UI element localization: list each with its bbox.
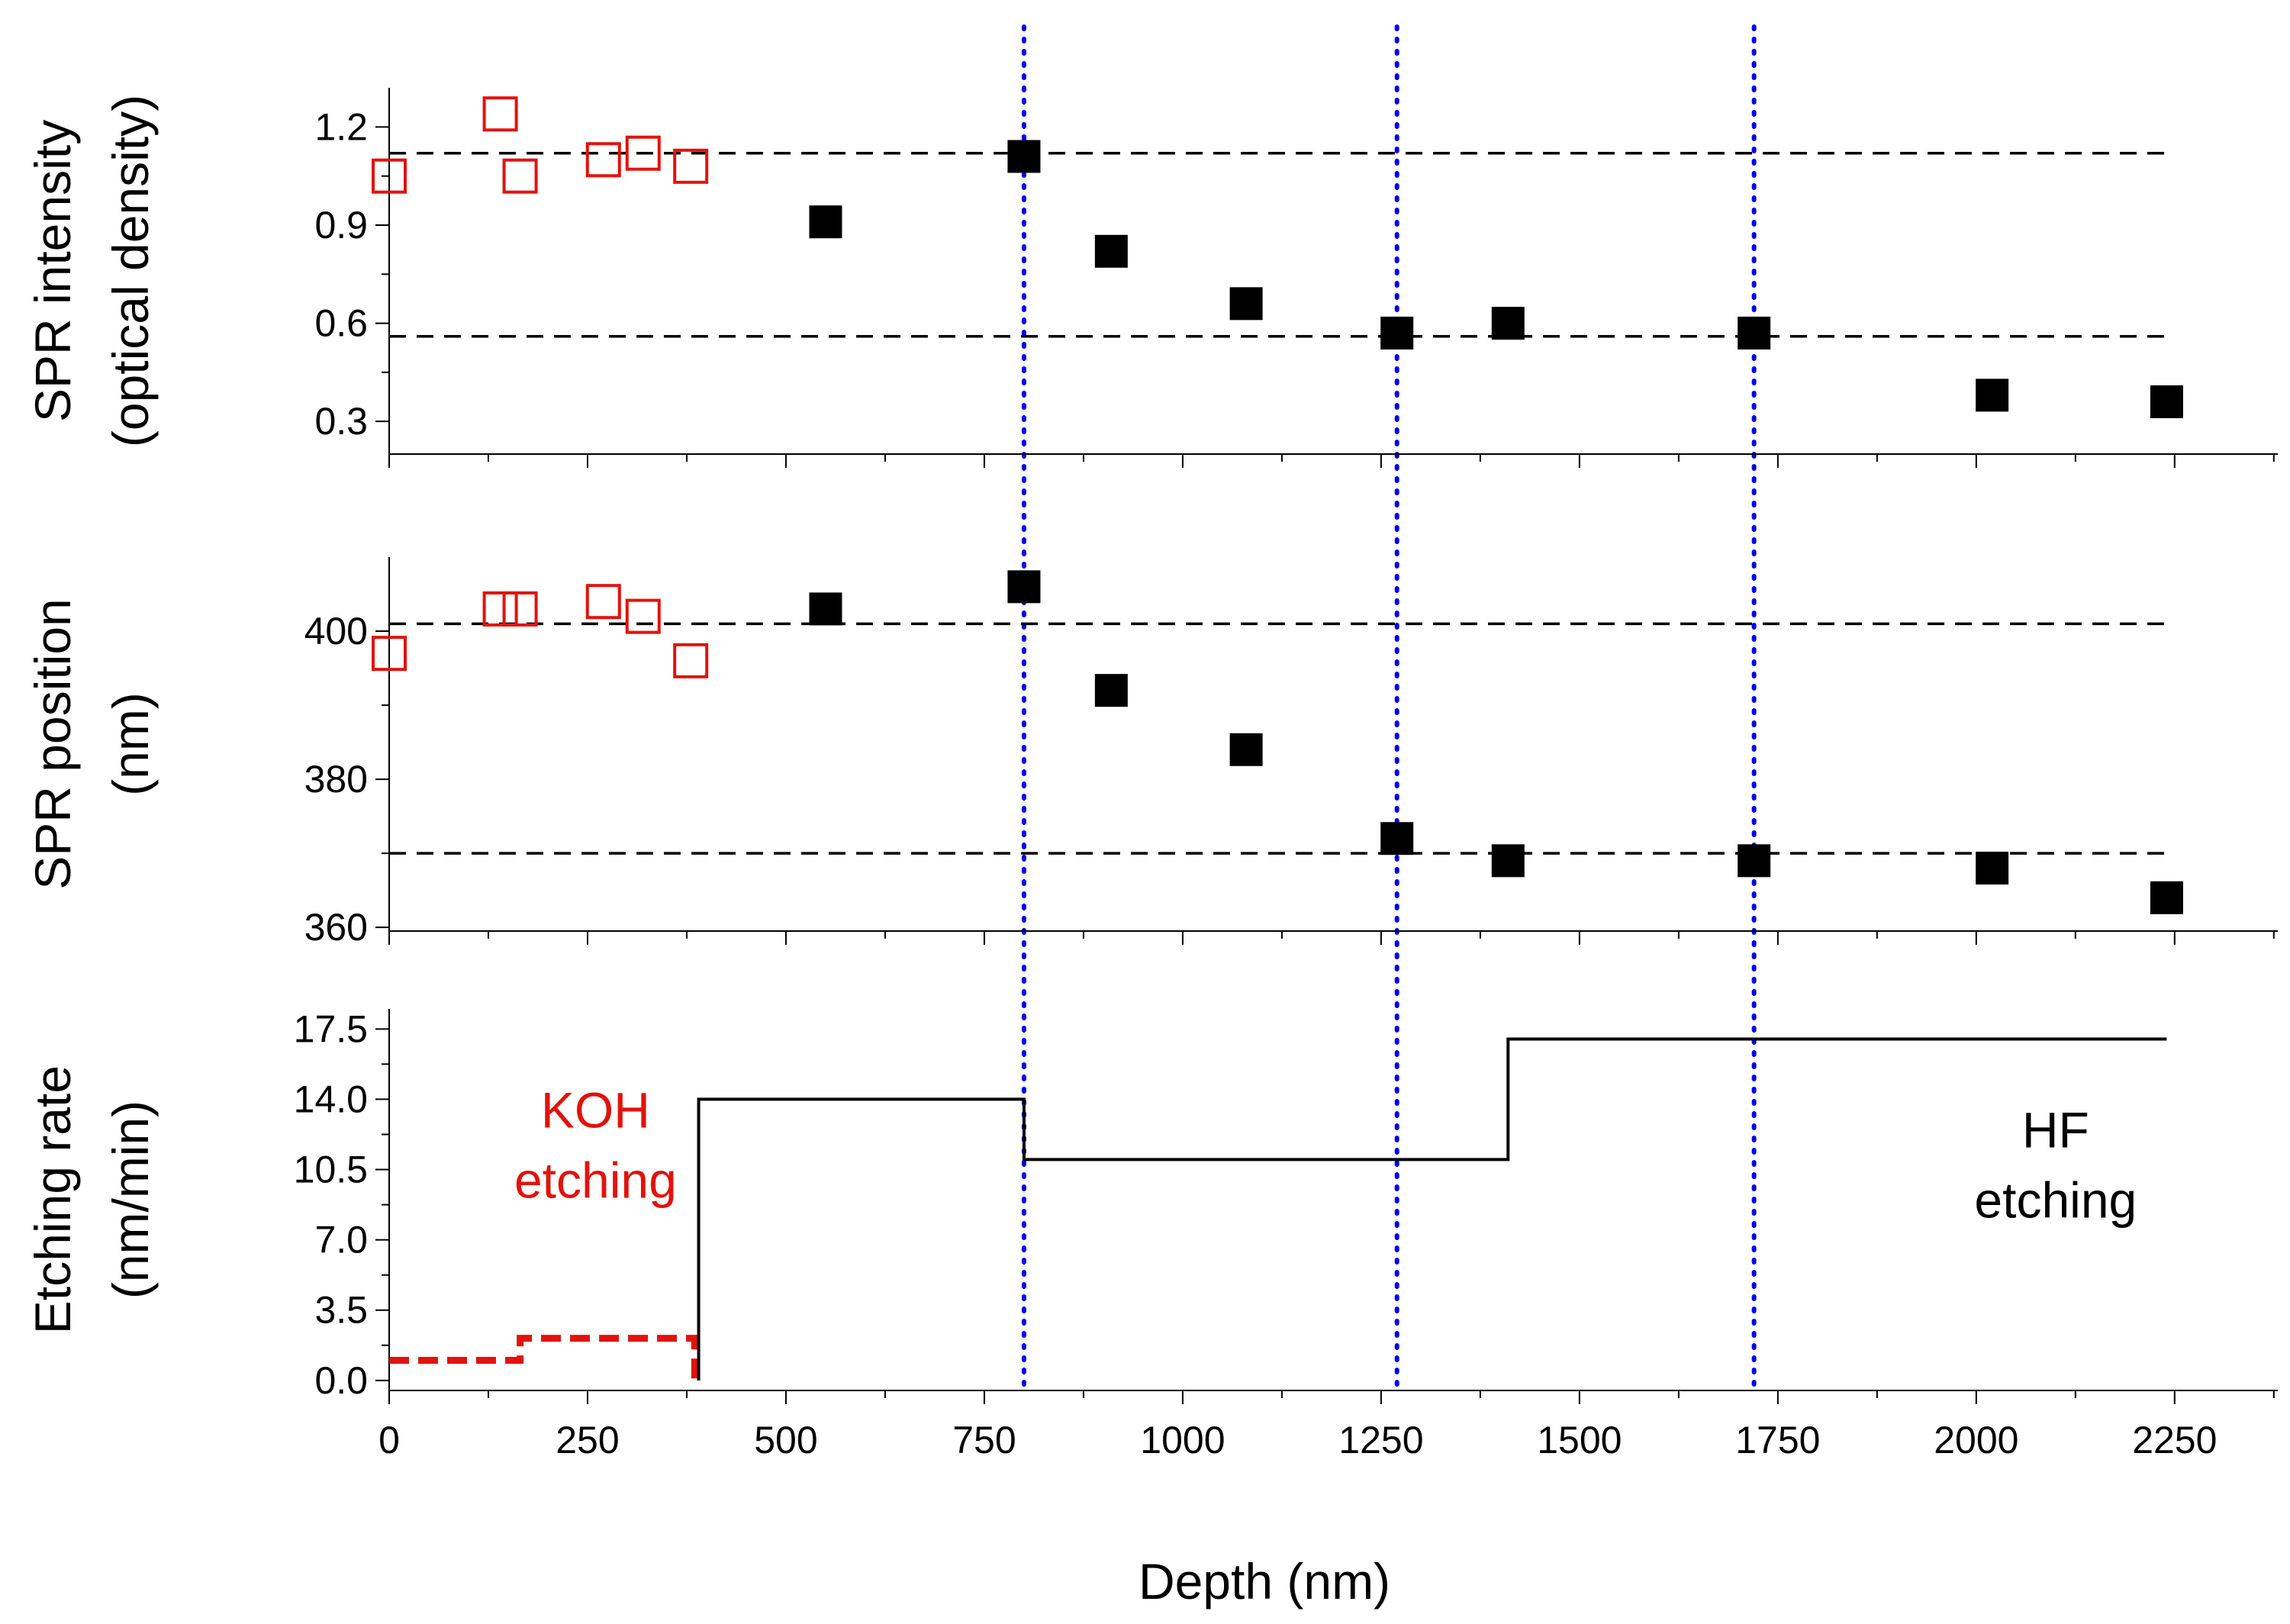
intensity-koh-point	[482, 96, 518, 132]
rate-y-axis-title: (nm/min)	[102, 1100, 159, 1299]
koh-rate-line	[389, 1335, 698, 1381]
intensity-koh-point	[585, 142, 621, 178]
x-tick-label: 1750	[1735, 1419, 1820, 1461]
x-tick-label: 500	[754, 1419, 817, 1461]
intensity-hf-point	[1976, 379, 2009, 412]
intensity-hf-point	[1491, 307, 1525, 340]
intensity-koh-point	[502, 158, 538, 194]
intensity-y-tick-label: 0.3	[314, 400, 368, 443]
position-hf-point	[1380, 822, 1414, 856]
annotation-text: KOH	[541, 1081, 650, 1138]
intensity-y-tick-label: 0.9	[314, 204, 368, 246]
rate-y-tick-label: 3.5	[314, 1289, 368, 1332]
intensity-hf-point	[2150, 385, 2183, 418]
annotation-text: etching	[1974, 1172, 2137, 1229]
x-tick-label: 250	[556, 1419, 619, 1461]
position-y-axis-title: (nm)	[102, 692, 159, 796]
intensity-y-tick-label: 1.2	[314, 105, 368, 148]
position-hf-point	[1229, 733, 1263, 766]
intensity-hf-point	[1094, 234, 1128, 268]
position-y-tick-label: 380	[304, 758, 368, 801]
position-hf-point	[1007, 570, 1041, 604]
x-tick-label: 750	[952, 1419, 1016, 1461]
x-tick-label: 1000	[1140, 1419, 1225, 1461]
intensity-hf-point	[809, 205, 842, 239]
intensity-hf-point	[1380, 316, 1414, 350]
intensity-koh-point	[673, 148, 709, 184]
x-axis-title: Depth (nm)	[1139, 1553, 1390, 1610]
x-tick-label: 1500	[1537, 1419, 1622, 1461]
rate-y-tick-label: 17.5	[294, 1007, 368, 1050]
intensity-koh-point	[625, 135, 661, 171]
intensity-hf-point	[1738, 316, 1771, 350]
x-tick-label: 1250	[1338, 1419, 1423, 1461]
position-koh-point	[673, 643, 709, 678]
annotation-text: HF	[2022, 1102, 2089, 1158]
intensity-y-axis-title: (optical density)	[102, 95, 159, 447]
rate-y-tick-label: 14.0	[294, 1078, 368, 1120]
position-koh-point	[372, 636, 407, 672]
position-koh-point	[502, 591, 538, 627]
position-hf-point	[1094, 674, 1128, 707]
x-tick-label: 2000	[1934, 1419, 2018, 1461]
position-hf-point	[1976, 852, 2009, 885]
rate-y-tick-label: 10.5	[294, 1149, 368, 1191]
position-y-tick-label: 400	[304, 610, 368, 652]
rate-y-tick-label: 0.0	[314, 1359, 368, 1402]
position-y-tick-label: 360	[304, 906, 368, 949]
rate-y-axis-title: Etching rate	[24, 1065, 81, 1334]
rate-y-tick-label: 7.0	[314, 1219, 368, 1262]
x-tick-label: 2250	[2132, 1419, 2217, 1461]
hf-rate-line	[697, 1037, 2167, 1381]
position-koh-point	[625, 598, 661, 634]
intensity-hf-point	[1007, 140, 1041, 173]
position-hf-point	[2150, 881, 2183, 914]
position-hf-point	[1738, 844, 1771, 878]
position-hf-point	[809, 592, 842, 626]
intensity-hf-point	[1229, 287, 1263, 321]
position-koh-point	[482, 591, 518, 627]
intensity-koh-point	[372, 158, 407, 194]
intensity-y-axis-title: SPR intensity	[24, 120, 81, 422]
annotation-text: etching	[514, 1152, 677, 1208]
position-y-axis-title: SPR position	[24, 598, 81, 890]
intensity-y-tick-label: 0.6	[314, 302, 368, 345]
position-koh-point	[585, 584, 621, 620]
position-hf-point	[1491, 844, 1525, 878]
x-tick-label: 0	[378, 1419, 400, 1461]
